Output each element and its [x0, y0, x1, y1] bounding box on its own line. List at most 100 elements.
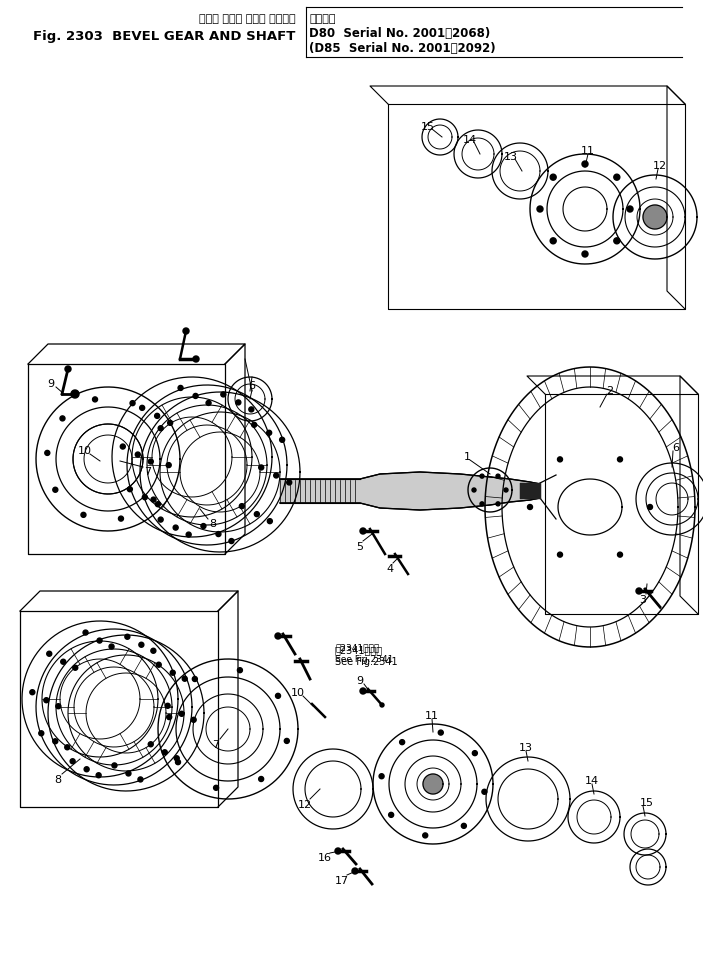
Polygon shape	[151, 649, 156, 653]
Polygon shape	[71, 390, 79, 399]
Polygon shape	[259, 465, 264, 471]
Polygon shape	[399, 740, 405, 745]
Polygon shape	[280, 473, 540, 510]
Text: 17: 17	[335, 875, 349, 885]
Polygon shape	[183, 329, 189, 334]
Polygon shape	[352, 868, 358, 875]
Polygon shape	[45, 451, 50, 456]
Polygon shape	[167, 715, 172, 720]
Polygon shape	[229, 539, 234, 544]
Polygon shape	[83, 630, 88, 635]
Polygon shape	[249, 407, 254, 412]
Text: 10: 10	[291, 687, 305, 698]
Text: 適用号機: 適用号機	[309, 14, 336, 24]
Text: 8: 8	[209, 519, 217, 529]
Text: 6: 6	[673, 442, 680, 453]
Text: 11: 11	[581, 146, 595, 156]
Text: 2: 2	[607, 385, 614, 396]
Polygon shape	[72, 666, 78, 671]
Polygon shape	[239, 505, 245, 509]
Text: 12: 12	[653, 160, 667, 171]
Polygon shape	[173, 526, 178, 530]
Polygon shape	[614, 238, 620, 244]
Polygon shape	[119, 517, 124, 522]
Polygon shape	[647, 505, 652, 510]
Text: 14: 14	[463, 135, 477, 145]
Polygon shape	[53, 488, 58, 493]
Polygon shape	[81, 513, 86, 518]
Polygon shape	[56, 704, 61, 709]
Polygon shape	[176, 760, 181, 765]
Polygon shape	[97, 638, 102, 643]
Polygon shape	[480, 503, 484, 506]
Polygon shape	[276, 694, 280, 699]
Polygon shape	[138, 777, 143, 782]
Text: 10: 10	[78, 446, 92, 456]
Polygon shape	[179, 711, 184, 717]
Text: 12: 12	[298, 800, 312, 809]
Polygon shape	[627, 207, 633, 212]
Polygon shape	[254, 512, 259, 517]
Polygon shape	[287, 480, 292, 485]
Text: 5: 5	[356, 541, 363, 552]
Polygon shape	[537, 207, 543, 212]
Polygon shape	[193, 357, 199, 362]
Polygon shape	[520, 483, 540, 499]
Polygon shape	[275, 633, 281, 639]
Text: (D85  Serial No. 2001～2092): (D85 Serial No. 2001～2092)	[309, 42, 496, 55]
Polygon shape	[130, 402, 135, 407]
Polygon shape	[155, 503, 160, 507]
Polygon shape	[96, 773, 101, 778]
Polygon shape	[259, 776, 264, 781]
Polygon shape	[472, 751, 477, 756]
Polygon shape	[221, 392, 226, 398]
Polygon shape	[165, 703, 170, 708]
Polygon shape	[148, 742, 153, 747]
Polygon shape	[206, 401, 211, 406]
Polygon shape	[178, 386, 183, 391]
Polygon shape	[389, 812, 394, 818]
Polygon shape	[112, 763, 117, 768]
Polygon shape	[60, 659, 66, 665]
Polygon shape	[582, 161, 588, 168]
Polygon shape	[214, 785, 219, 791]
Polygon shape	[379, 774, 384, 779]
Polygon shape	[65, 745, 70, 750]
Polygon shape	[126, 771, 131, 776]
Polygon shape	[557, 553, 562, 557]
Polygon shape	[360, 688, 366, 694]
Polygon shape	[496, 503, 500, 506]
Polygon shape	[438, 730, 444, 735]
Text: Fig. 2303  BEVEL GEAR AND SHAFT: Fig. 2303 BEVEL GEAR AND SHAFT	[33, 30, 295, 43]
Text: See Fig.2341: See Fig.2341	[335, 654, 394, 664]
Text: 13: 13	[519, 742, 533, 752]
Polygon shape	[480, 475, 484, 479]
Polygon shape	[557, 457, 562, 462]
Polygon shape	[504, 488, 508, 492]
Polygon shape	[201, 524, 206, 529]
Polygon shape	[93, 398, 98, 403]
Polygon shape	[84, 767, 89, 772]
Polygon shape	[266, 431, 271, 436]
Polygon shape	[174, 756, 179, 761]
Text: ベベル ギヤー および シャフト: ベベル ギヤー および シャフト	[199, 14, 295, 24]
Polygon shape	[267, 519, 272, 524]
Text: 9: 9	[356, 676, 363, 685]
Polygon shape	[186, 532, 191, 537]
Polygon shape	[461, 824, 466, 828]
Polygon shape	[284, 739, 290, 744]
Polygon shape	[140, 406, 145, 411]
Text: 13: 13	[504, 152, 518, 161]
Polygon shape	[142, 495, 148, 500]
Polygon shape	[643, 206, 667, 230]
Polygon shape	[166, 463, 172, 468]
Polygon shape	[155, 414, 160, 419]
Polygon shape	[472, 488, 476, 492]
Polygon shape	[53, 739, 58, 744]
Polygon shape	[236, 401, 241, 406]
Polygon shape	[423, 775, 443, 794]
Polygon shape	[44, 698, 49, 703]
Polygon shape	[39, 731, 44, 736]
Text: See Fig.2341: See Fig.2341	[335, 656, 398, 666]
Polygon shape	[273, 474, 278, 479]
